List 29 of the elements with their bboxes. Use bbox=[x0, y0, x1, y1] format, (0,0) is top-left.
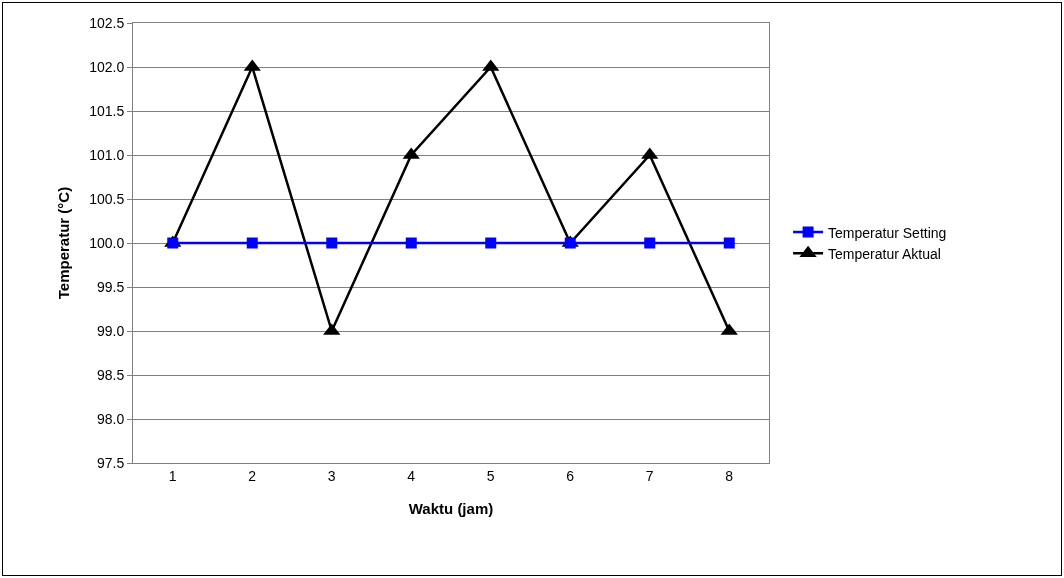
x-tick-label: 3 bbox=[327, 467, 336, 484]
point bbox=[326, 237, 338, 249]
y-axis-title: Temperatur (°C) bbox=[55, 186, 73, 300]
y-tick-label: 102.0 bbox=[89, 58, 125, 75]
point bbox=[485, 237, 497, 249]
y-tick-label: 101.0 bbox=[89, 146, 125, 163]
x-tick-label: 5 bbox=[486, 467, 495, 484]
x-tick-label: 4 bbox=[407, 467, 416, 484]
point bbox=[246, 237, 258, 249]
x-tick-label: 7 bbox=[645, 467, 654, 484]
legend-label: Temperatur Aktual bbox=[828, 245, 941, 262]
x-tick-label: 6 bbox=[566, 467, 575, 484]
y-tick-label: 99.0 bbox=[96, 322, 125, 339]
x-tick-label: 2 bbox=[248, 467, 257, 484]
y-tick-label: 98.0 bbox=[96, 410, 125, 427]
point bbox=[644, 237, 656, 249]
y-tick-label: 100.0 bbox=[89, 234, 125, 251]
y-tick-label: 98.5 bbox=[96, 366, 125, 383]
y-tick-label: 97.5 bbox=[96, 454, 125, 471]
x-tick-label: 1 bbox=[168, 467, 177, 484]
y-tick-label: 101.5 bbox=[89, 102, 125, 119]
x-axis-title: Waktu (jam) bbox=[408, 499, 494, 517]
y-tick-label: 99.5 bbox=[96, 278, 125, 295]
point bbox=[723, 237, 735, 249]
point bbox=[405, 237, 417, 249]
y-tick-label: 100.5 bbox=[89, 190, 125, 207]
legend-label: Temperatur Setting bbox=[828, 224, 947, 241]
y-tick-label: 102.5 bbox=[89, 14, 125, 31]
x-tick-label: 8 bbox=[725, 467, 734, 484]
